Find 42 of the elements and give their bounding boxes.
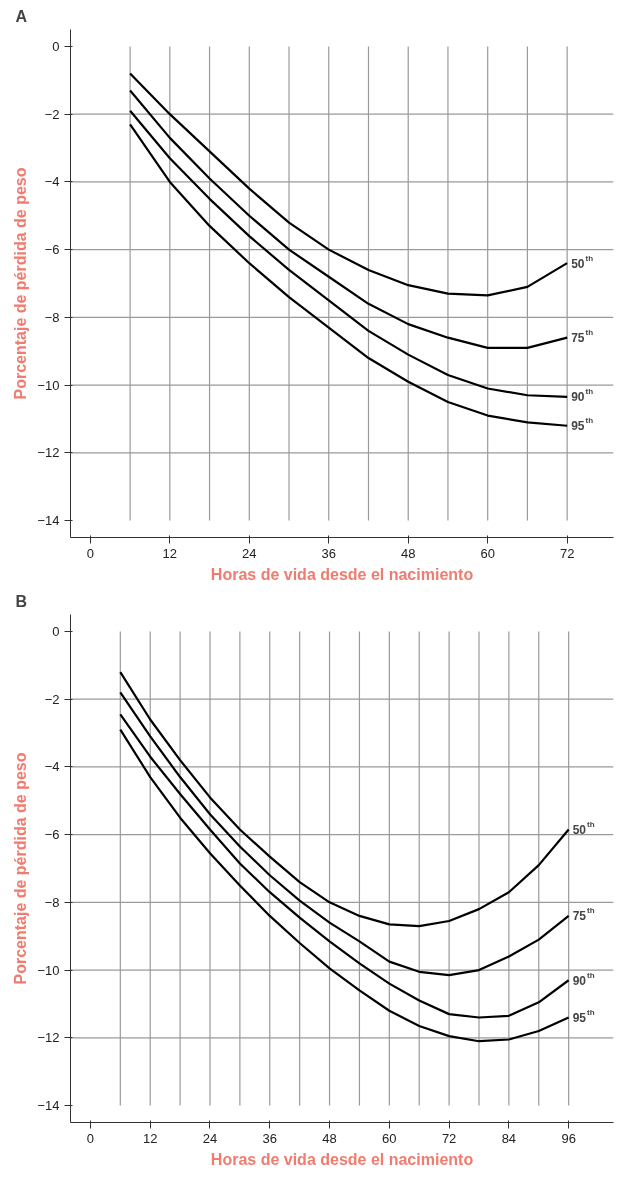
x-tick-label: 60 <box>382 1130 397 1146</box>
y-tick-label: −8 <box>44 309 60 325</box>
line-series <box>119 670 570 928</box>
y-tick-label: −6 <box>44 827 60 843</box>
x-tick-label: 0 <box>86 1130 95 1146</box>
x-tick-label: 60 <box>480 545 495 561</box>
y-tick-label: −8 <box>44 894 60 910</box>
x-tick-label: 96 <box>561 1130 576 1146</box>
x-tick-label: 48 <box>322 1130 337 1146</box>
x-tick-label: 84 <box>501 1130 517 1146</box>
chart-title: B <box>15 592 28 610</box>
y-tick-label: −14 <box>37 513 60 529</box>
x-axis-title: Horas de vida desde el nacimiento <box>210 1150 474 1168</box>
y-tick-label: −6 <box>44 242 60 258</box>
y-tick-label: −4 <box>44 174 60 190</box>
y-tick-label: −12 <box>37 445 60 461</box>
x-tick-label: 72 <box>559 545 575 561</box>
x-axis-title: Horas de vida desde el nacimiento <box>210 565 474 583</box>
y-axis-title: Porcentaje de pérdida de peso <box>12 752 30 985</box>
x-tick-label: 24 <box>202 1130 218 1146</box>
line-series <box>119 691 570 977</box>
y-tick-label: −10 <box>37 377 60 393</box>
y-tick-label: −12 <box>37 1030 60 1046</box>
y-axis-title: Porcentaje de pérdida de peso <box>12 167 30 400</box>
x-tick-label: 36 <box>262 1130 277 1146</box>
y-tick-label: −2 <box>44 106 60 122</box>
y-tick-label: −4 <box>44 759 60 775</box>
x-tick-label: 24 <box>242 545 257 561</box>
x-tick-label: 36 <box>321 545 336 561</box>
x-tick-label: 12 <box>162 545 178 561</box>
y-tick-label: −10 <box>37 962 60 978</box>
y-tick-label: −2 <box>44 691 60 707</box>
x-tick-label: 0 <box>86 545 94 561</box>
y-tick-label: −14 <box>37 1098 60 1114</box>
x-tick-label: 48 <box>400 545 416 561</box>
y-tick-label: 0 <box>52 623 60 639</box>
line-series <box>129 89 569 349</box>
y-tick-label: 0 <box>52 38 60 54</box>
chart-title: A <box>15 7 28 25</box>
line-series <box>129 72 569 297</box>
x-tick-label: 12 <box>142 1130 158 1146</box>
x-tick-label: 72 <box>441 1130 457 1146</box>
